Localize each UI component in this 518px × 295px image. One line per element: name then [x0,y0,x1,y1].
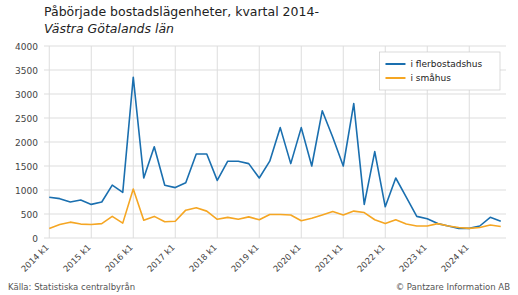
y-tick-label: 2000 [15,138,38,148]
x-tick-label: 2014 k1 [19,242,51,274]
y-tick-label: 500 [21,210,38,220]
y-grid-line [44,46,506,47]
chart: Påbörjade bostadslägenheter, kvartal 201… [0,0,518,295]
legend: i flerbostadshus i småhus [379,52,500,90]
y-tick-label: 1500 [15,162,38,172]
x-tick-label: 2020 k1 [271,242,303,274]
x-grid-line [49,46,50,238]
x-tick-label: 2022 k1 [355,242,387,274]
y-grid-line [44,190,506,191]
line [49,77,501,228]
legend-swatch [385,77,405,79]
grid [44,46,506,238]
series-lines [49,77,501,228]
x-tick-label: 2015 k1 [61,242,93,274]
legend-label: i småhus [410,73,451,83]
x-tick-label: 2024 k1 [439,242,471,274]
x-grid-line [343,46,344,238]
y-tick-label: 4000 [15,42,38,52]
title: Påbörjade bostadslägenheter, kvartal 201… [44,4,319,19]
x-grid-line [133,46,134,238]
x-tick-label: 2019 k1 [229,242,261,274]
x-tick-label: 2018 k1 [187,242,219,274]
legend-label: i flerbostadshus [410,59,482,69]
y-grid-line [44,238,506,239]
x-grid-line [259,46,260,238]
y-grid-line [44,118,506,119]
y-tick-label: 2500 [15,114,38,124]
x-tick-label: 2021 k1 [313,242,345,274]
x-tick-label: 2017 k1 [145,242,177,274]
y-tick-label: 3000 [15,90,38,100]
y-grid-line [44,166,506,167]
x-grid-line [175,46,176,238]
legend-swatch [385,63,405,65]
source-note: Källa: Statistiska centralbyrån [8,282,135,292]
line [49,189,501,228]
x-grid-line [91,46,92,238]
subtitle: Västra Götalands län [44,21,174,36]
x-tick-label: 2023 k1 [397,242,429,274]
y-tick-label: 0 [32,234,38,244]
source-note: © Pantzare Information AB [396,282,511,292]
x-grid-line [217,46,218,238]
legend-box [379,52,500,90]
y-tick-label: 1000 [15,186,38,196]
y-tick-label: 3500 [15,66,38,76]
y-grid-line [44,94,506,95]
x-tick-label: 2016 k1 [103,242,135,274]
x-grid-line [301,46,302,238]
